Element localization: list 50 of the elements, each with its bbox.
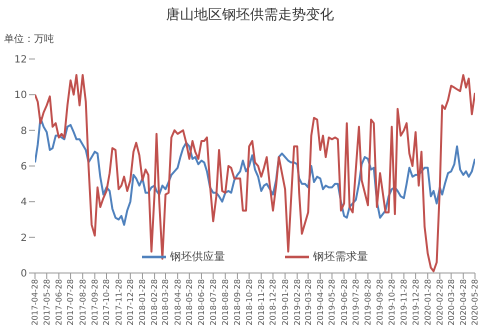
x-tick-label: 2018-01-28	[138, 279, 148, 326]
x-tick-label: 2018-04-28	[173, 279, 182, 326]
x-tick-label: 2017-11-28	[114, 279, 124, 326]
y-tick-label: 6	[20, 162, 27, 173]
x-tick-label: 2018-06-28	[197, 279, 206, 326]
x-tick-label: 2017-09-28	[90, 279, 100, 326]
y-tick-label: 2	[20, 232, 27, 244]
x-tick-label: 2017-10-28	[102, 279, 112, 326]
x-tick-label: 2019-10-28	[387, 279, 396, 326]
x-tick-label: 2018-05-28	[185, 279, 194, 326]
legend-label: 钢坯需求量	[313, 249, 368, 264]
y-tick-label: 4	[20, 197, 27, 208]
x-tick-label: 2019-06-28	[340, 279, 349, 326]
x-tick-label: 2019-11-28	[400, 279, 409, 326]
x-tick-label: 2019-04-28	[316, 279, 325, 326]
x-tick-label: 2018-12-28	[268, 279, 278, 326]
x-tick-label: 2017-05-28	[42, 279, 52, 326]
x-tick-label: 2020-02-28	[436, 279, 445, 326]
legend-label: 钢坯供应量	[170, 249, 225, 264]
x-tick-label: 2019-08-28	[364, 279, 373, 326]
x-tick-label: 2018-10-28	[244, 279, 254, 326]
x-tick-label: 2018-07-28	[208, 279, 218, 326]
x-tick-label: 2017-12-28	[126, 279, 136, 326]
y-tick-label: 10	[14, 90, 27, 102]
y-axis-title: 单位：万吨	[4, 32, 54, 46]
y-tick-label: 8	[20, 126, 27, 137]
x-tick-label: 2018-09-28	[233, 279, 242, 326]
x-tick-label: 2018-11-28	[256, 279, 266, 326]
x-tick-label: 2019-02-28	[292, 279, 302, 326]
x-tick-label: 2017-08-28	[78, 279, 88, 326]
x-tick-label: 2017-04-28	[30, 279, 40, 326]
line-series	[35, 116, 475, 226]
x-tick-label: 2019-03-28	[304, 279, 313, 326]
x-tick-label: 2020-04-28	[458, 279, 468, 326]
x-tick-label: 2019-07-28	[351, 279, 360, 326]
x-tick-label: 2017-07-28	[66, 279, 76, 326]
x-tick-label: 2018-03-28	[161, 279, 170, 326]
chart-title: 唐山地区钢坯供需走势变化	[165, 6, 335, 24]
x-tick-label: 2019-01-28	[280, 279, 290, 326]
y-tick-label: 12	[14, 54, 27, 66]
x-tick-label: 2019-09-28	[376, 279, 385, 326]
x-tick-label: 2018-08-28	[220, 279, 230, 326]
x-tick-label: 2020-03-28	[446, 279, 456, 326]
x-tick-label: 2020-05-28	[470, 279, 480, 326]
x-tick-label: 2020-01-28	[423, 279, 432, 326]
x-tick-label: 2019-05-28	[328, 279, 337, 326]
x-tick-label: 2019-12-28	[411, 279, 420, 326]
x-tick-label: 2018-02-28	[150, 279, 160, 326]
y-tick-label: 0	[20, 268, 27, 280]
x-tick-label: 2017-06-28	[54, 279, 64, 326]
